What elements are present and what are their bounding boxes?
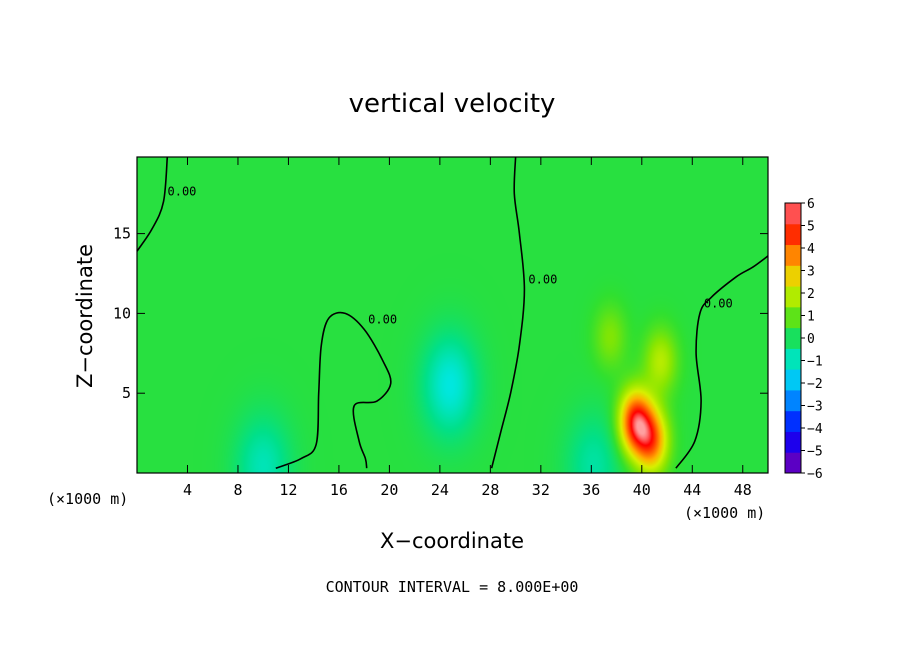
colorbar-swatch xyxy=(785,452,801,474)
contour-label: 0.00 xyxy=(704,296,733,310)
field-image xyxy=(137,157,768,473)
x-axis-unit-label: (×1000 m) xyxy=(684,504,765,522)
colorbar-swatch xyxy=(785,203,801,225)
colorbar-tick-label: 5 xyxy=(807,220,815,235)
colorbar-tick-label: −6 xyxy=(807,467,823,482)
colorbar-swatch xyxy=(785,327,801,349)
colorbar: 6 5 4 3 2 1 0 −1 −2 −3 −4 −5 −6 xyxy=(784,197,823,482)
colorbar-swatch xyxy=(785,348,801,370)
x-tick-label: 4 xyxy=(183,481,192,499)
colorbar-swatch xyxy=(785,244,801,266)
x-tick-label: 36 xyxy=(582,481,600,499)
plot-area: 0.000.000.000.004 8 12 16 20 24 28 32 36 40 44 4851… xyxy=(113,156,769,499)
contour-label: 0.00 xyxy=(168,185,197,199)
x-tick-label: 48 xyxy=(734,481,752,499)
colorbar-swatch xyxy=(785,431,801,453)
colorbar-tick-label: 3 xyxy=(807,265,815,280)
colorbar-swatch xyxy=(785,306,801,329)
colorbar-tick-label: 1 xyxy=(807,310,815,325)
x-tick-label: 32 xyxy=(532,481,550,499)
contour-label: 0.00 xyxy=(528,272,557,286)
colorbar-tick-label: −4 xyxy=(807,422,823,437)
x-axis-title: X−coordinate xyxy=(380,529,524,553)
colorbar-tick-label: −2 xyxy=(807,377,823,392)
colorbar-swatch xyxy=(785,369,801,391)
y-tick-label: 5 xyxy=(122,384,131,402)
x-tick-label: 20 xyxy=(380,481,398,499)
contour-line xyxy=(490,156,526,469)
colorbar-tick-label: −5 xyxy=(807,445,823,460)
colorbar-tick-label: 2 xyxy=(807,287,815,302)
plot-frame xyxy=(136,156,769,474)
x-tick-label: 16 xyxy=(330,481,348,499)
contour-line xyxy=(275,311,392,469)
x-tick-label: 40 xyxy=(633,481,651,499)
colorbar-tick-label: 0 xyxy=(807,332,815,347)
colorbar-swatch xyxy=(785,223,801,246)
y-axis-unit-label: (×1000 m) xyxy=(47,490,128,508)
colorbar-tick-label: 6 xyxy=(807,197,815,212)
colorbar-tick-label: −1 xyxy=(807,355,823,370)
contour-interval-label: CONTOUR INTERVAL = 8.000E+00 xyxy=(326,578,579,596)
y-tick-label: 10 xyxy=(113,304,131,322)
y-axis-title: Z−coordinate xyxy=(73,244,97,388)
x-tick-label: 28 xyxy=(481,481,499,499)
chart-title: vertical velocity xyxy=(349,89,556,119)
colorbar-tick-label: 4 xyxy=(807,242,815,257)
x-tick-label: 8 xyxy=(233,481,242,499)
contour-line xyxy=(136,156,169,252)
colorbar-swatch xyxy=(785,410,801,432)
contour-line xyxy=(675,255,769,469)
y-tick-label: 15 xyxy=(113,225,131,243)
colorbar-tick-label: −3 xyxy=(807,400,823,415)
x-tick-label: 44 xyxy=(683,481,701,499)
colorbar-swatch xyxy=(785,265,801,287)
colorbar-swatch xyxy=(785,389,801,412)
contour-label: 0.00 xyxy=(368,312,397,326)
colorbar-swatch xyxy=(785,286,801,308)
x-tick-label: 12 xyxy=(279,481,297,499)
x-tick-label: 24 xyxy=(431,481,449,499)
